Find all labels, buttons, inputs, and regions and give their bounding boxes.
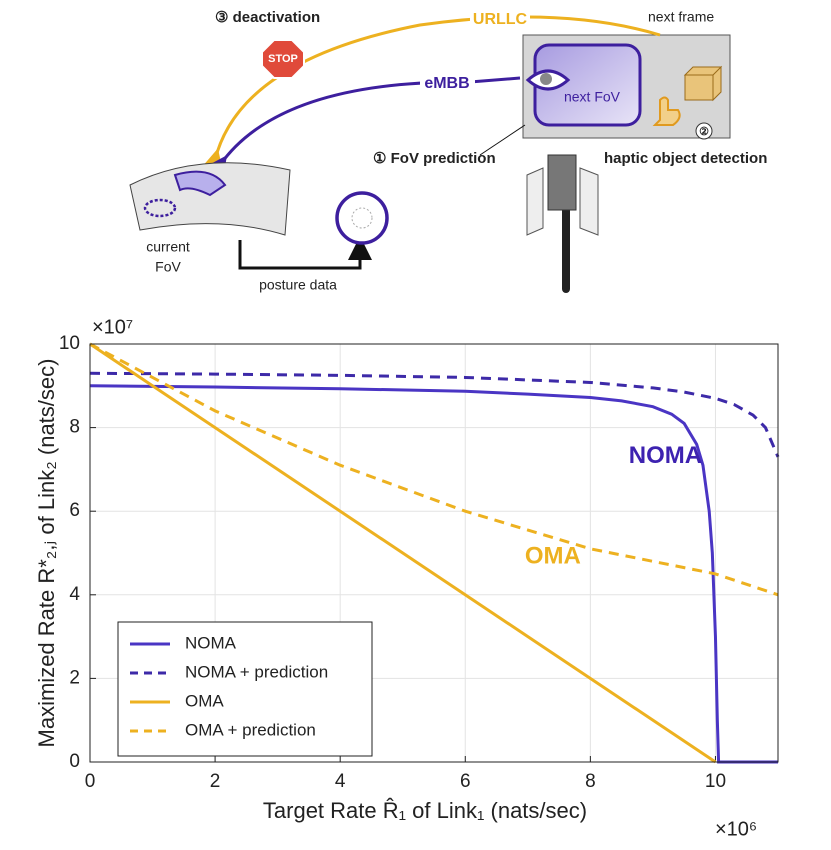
y-tick-label: 8: [69, 417, 80, 438]
x-tick-label: 2: [210, 771, 221, 792]
posture-arrow: [238, 236, 372, 270]
y-multiplier: ×10⁷: [92, 316, 133, 338]
annotation: NOMA: [629, 442, 702, 469]
x-tick-label: 10: [705, 771, 726, 792]
x-axis-label: Target Rate R̂₁ of Link₁ (nats/sec): [263, 798, 587, 823]
embb: eMBB: [424, 75, 469, 92]
y-tick-label: 10: [59, 333, 80, 354]
legend-label: OMA: [185, 691, 224, 710]
pointer-line: [479, 124, 526, 156]
y-tick-label: 2: [69, 667, 80, 688]
y-axis-label: Maximized Rate R*₂,ⱼ of Link₂ (nats/sec): [34, 359, 59, 748]
network-icon: [351, 207, 373, 229]
urllc-bg: [470, 10, 530, 28]
next-fov: next FoV: [564, 89, 621, 105]
axes-box: [89, 343, 779, 763]
current-fov-ellipse: [143, 198, 177, 218]
step2-circle: [695, 122, 713, 140]
fov-screen: [129, 162, 291, 236]
x-tick-label: 0: [85, 771, 96, 792]
series-line: [89, 342, 779, 597]
urllc: URLLC: [473, 11, 528, 28]
y-tick-label: 0: [69, 751, 80, 772]
step2: ②: [699, 126, 709, 138]
step1: ① FoV prediction: [373, 150, 496, 167]
predictor-circle: [335, 191, 389, 245]
series-line: [89, 371, 780, 458]
headset: [173, 170, 227, 197]
stop-sign: [261, 39, 305, 79]
embb-bg: [420, 74, 475, 92]
next-frame: next frame: [648, 9, 714, 25]
series-line: [89, 342, 717, 764]
haptic-cube: [683, 65, 723, 102]
current-fov: current: [146, 239, 190, 255]
urllc-arrow: [200, 15, 661, 175]
step3: ③ deactivation: [215, 9, 320, 26]
y-tick-label: 4: [69, 584, 80, 605]
tower: [526, 154, 599, 293]
series-line: [89, 384, 778, 764]
x-tick-label: 8: [585, 771, 596, 792]
y-tick-label: 6: [69, 500, 80, 521]
chart: ×10⁷ ×10⁶ Target Rate R̂₁ of Link₁ (nats…: [34, 316, 757, 840]
annotation: OMA: [525, 543, 581, 570]
x-tick-label: 6: [460, 771, 471, 792]
posture-data: posture data: [259, 277, 337, 293]
stop: STOP: [268, 53, 298, 65]
legend-label: NOMA: [185, 633, 237, 652]
legend-label: OMA + prediction: [185, 720, 316, 739]
x-multiplier: ×10⁶: [715, 818, 757, 840]
diagram: ② next frame URLLC eMBB STOP ③ deactivat…: [129, 9, 767, 293]
hand-icon: [652, 96, 681, 126]
x-tick-label: 4: [335, 771, 346, 792]
current-fov: FoV: [155, 259, 181, 275]
haptic: haptic object detection: [604, 150, 767, 167]
eye-pupil: [540, 73, 552, 85]
legend-label: NOMA + prediction: [185, 662, 328, 681]
